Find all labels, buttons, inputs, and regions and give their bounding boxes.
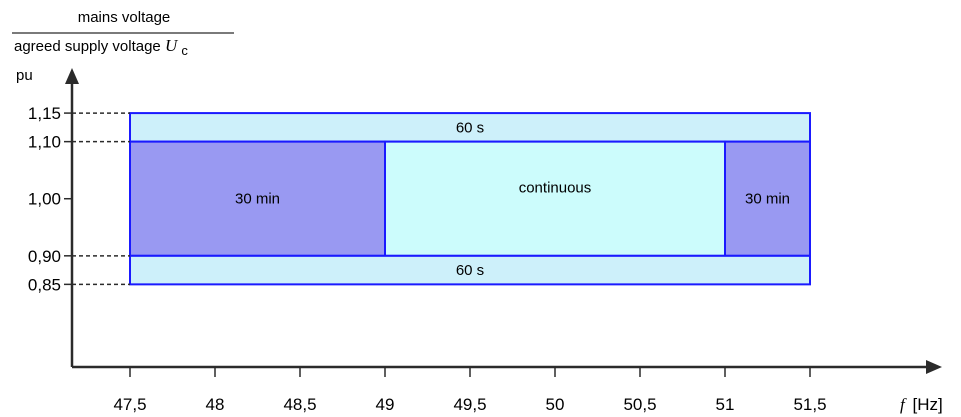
y-tick-label: 1,10 <box>28 133 61 152</box>
y-axis-title-subscript: c <box>181 43 188 58</box>
region-left-30min <box>129 140 386 257</box>
guide-lines <box>72 112 130 286</box>
x-tick-label: 50,5 <box>623 395 656 414</box>
y-ticks: 1,15 1,10 1,00 0,90 0,85 <box>28 104 72 294</box>
y-tick-label: 0,85 <box>28 275 61 294</box>
x-tick-label: 47,5 <box>113 395 146 414</box>
y-axis-title-denominator: agreed supply voltage U c <box>14 36 188 58</box>
x-axis-arrow <box>926 360 942 374</box>
region-label-upper-60s: 60 s <box>456 119 484 136</box>
x-tick-label: 49 <box>376 395 395 414</box>
x-tick-label: 49,5 <box>453 395 486 414</box>
x-axis-unit: [Hz] <box>912 395 942 414</box>
region-label-right-30min: 30 min <box>745 191 790 208</box>
y-tick-label: 1,15 <box>28 104 61 123</box>
x-tick-label: 51 <box>716 395 735 414</box>
x-axis-title: f [Hz] <box>900 395 943 414</box>
y-axis-title-numerator: mains voltage <box>78 9 171 26</box>
x-tick-label: 48 <box>206 395 225 414</box>
region-continuous <box>384 140 726 257</box>
y-tick-label: 1,00 <box>28 190 61 209</box>
x-tick-label: 50 <box>546 395 565 414</box>
region-label-continuous: continuous <box>519 179 592 196</box>
region-group: 60 s 30 min continuous 30 min 60 s <box>129 112 811 286</box>
x-tick-label: 48,5 <box>283 395 316 414</box>
x-tick-label: 51,5 <box>793 395 826 414</box>
y-axis-title-denominator-prefix: agreed supply voltage <box>14 38 165 55</box>
y-tick-label: 0,90 <box>28 247 61 266</box>
y-axis-arrow <box>65 68 79 84</box>
y-axis-title-symbol: U <box>165 36 179 55</box>
x-axis-symbol: f <box>900 395 907 414</box>
region-lower-60s <box>129 254 811 286</box>
y-axis-unit: pu <box>16 67 33 84</box>
x-ticks: 47,5 48 48,5 49 49,5 50 50,5 51 51,5 <box>113 367 827 414</box>
region-label-lower-60s: 60 s <box>456 262 484 279</box>
region-label-left-30min: 30 min <box>235 191 280 208</box>
